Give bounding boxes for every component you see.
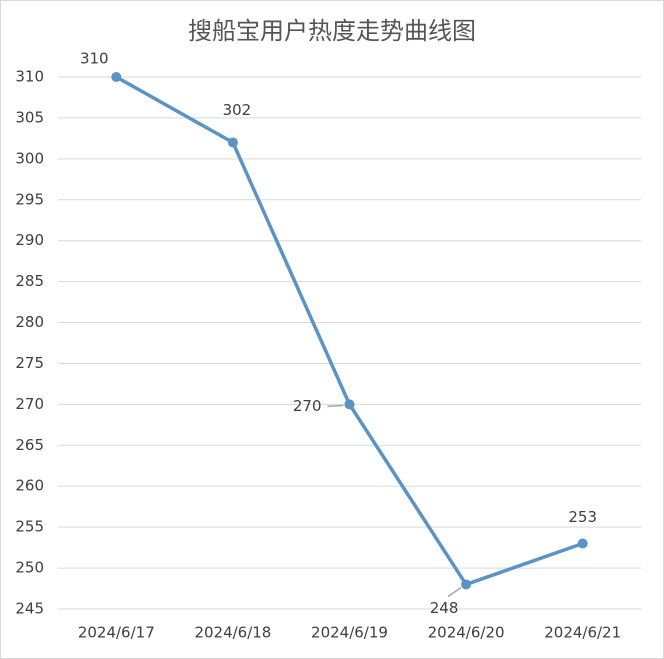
x-tick-label: 2024/6/20 — [428, 624, 505, 642]
x-tick-label: 2024/6/21 — [544, 624, 621, 642]
y-tick-label: 290 — [15, 231, 44, 249]
y-tick-label: 305 — [15, 108, 44, 126]
y-tick-label: 270 — [15, 395, 44, 413]
data-label: 270 — [293, 397, 322, 415]
point — [577, 538, 588, 549]
y-tick-label: 275 — [15, 354, 44, 372]
y-tick-label: 300 — [15, 149, 44, 167]
y-tick-label: 260 — [15, 477, 44, 495]
y-tick-label: 295 — [15, 190, 44, 208]
data-label: 302 — [223, 101, 252, 119]
point — [461, 579, 472, 590]
data-label: 248 — [430, 599, 459, 617]
x-tick-label: 2024/6/18 — [194, 624, 271, 642]
x-tick-label: 2024/6/19 — [311, 624, 388, 642]
y-tick-label: 265 — [15, 436, 44, 454]
y-tick-label: 280 — [15, 313, 44, 331]
point — [344, 399, 355, 410]
data-label: 310 — [80, 50, 109, 68]
leader-line — [327, 404, 344, 408]
point — [111, 72, 122, 82]
data-label: 253 — [568, 508, 597, 526]
y-tick-label: 245 — [15, 600, 44, 618]
y-tick-label: 250 — [15, 559, 44, 577]
leader-line — [447, 586, 462, 598]
y-tick-label: 255 — [15, 518, 44, 536]
point — [227, 137, 238, 148]
y-tick-label: 310 — [15, 68, 44, 86]
x-tick-label: 2024/6/17 — [78, 624, 155, 642]
y-tick-label: 285 — [15, 272, 44, 290]
chart-title: 搜船宝用户热度走势曲线图 — [188, 17, 476, 45]
